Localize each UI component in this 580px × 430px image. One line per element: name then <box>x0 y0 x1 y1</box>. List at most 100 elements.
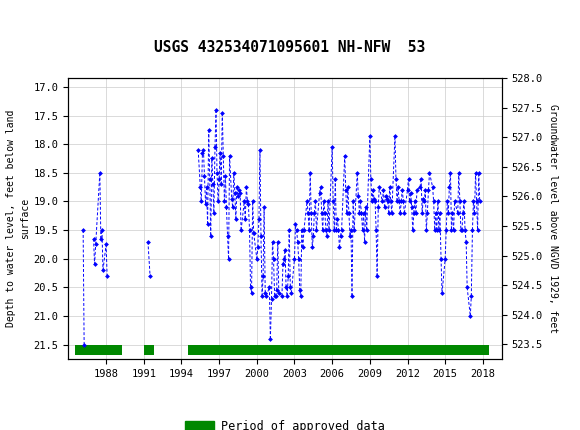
Point <box>454 169 463 176</box>
Point <box>95 169 104 176</box>
Point <box>304 227 314 233</box>
Point <box>350 227 359 233</box>
Point <box>416 175 426 182</box>
Point <box>461 227 470 233</box>
Text: USGS 432534071095601 NH-NFW  53: USGS 432534071095601 NH-NFW 53 <box>154 40 426 55</box>
Point <box>336 232 345 239</box>
Point <box>415 184 425 190</box>
Point <box>223 232 232 239</box>
Point <box>445 184 454 190</box>
Point <box>462 238 471 245</box>
Point <box>280 255 289 262</box>
Point <box>331 175 340 182</box>
Point <box>470 209 479 216</box>
Point <box>212 169 222 176</box>
Point <box>449 227 458 233</box>
Point <box>358 227 367 233</box>
Point <box>91 241 100 248</box>
Point <box>384 209 393 216</box>
Point <box>90 261 99 268</box>
Point <box>213 198 223 205</box>
Point <box>272 287 281 294</box>
Point <box>422 227 431 233</box>
Point <box>296 292 306 299</box>
Point <box>404 175 413 182</box>
Point <box>368 187 378 194</box>
Point <box>221 172 230 179</box>
Point <box>99 267 108 273</box>
Point <box>397 198 406 205</box>
Point <box>234 187 244 194</box>
Point <box>398 198 408 205</box>
Point <box>102 241 111 248</box>
Point <box>211 106 220 113</box>
Point <box>89 235 98 242</box>
Point <box>342 209 351 216</box>
Point <box>290 255 299 262</box>
Point <box>244 201 253 208</box>
Point <box>97 227 107 233</box>
Point <box>322 232 332 239</box>
Point <box>386 198 396 205</box>
Point <box>253 244 263 251</box>
Point <box>267 295 276 302</box>
Point <box>365 132 375 139</box>
Point <box>96 235 106 242</box>
Point <box>347 292 357 299</box>
Point <box>344 209 353 216</box>
Point <box>312 227 321 233</box>
Point <box>379 187 388 194</box>
Point <box>211 144 220 150</box>
Point <box>435 209 444 216</box>
Point <box>222 204 231 211</box>
Point <box>78 227 88 233</box>
Point <box>434 227 444 233</box>
Point <box>206 232 215 239</box>
Point <box>410 198 419 205</box>
Point <box>204 126 213 133</box>
Point <box>337 227 346 233</box>
Text: USGS: USGS <box>28 9 79 27</box>
Point <box>374 204 383 211</box>
Point <box>249 230 258 236</box>
Point <box>437 290 447 297</box>
Point <box>382 195 391 202</box>
Point <box>321 227 331 233</box>
Point <box>199 147 208 154</box>
Point <box>335 244 344 251</box>
Point <box>436 255 445 262</box>
Point <box>441 255 450 262</box>
Point <box>343 184 353 190</box>
Point <box>262 292 271 299</box>
Point <box>208 181 218 188</box>
Point <box>403 187 412 194</box>
Point <box>393 184 403 190</box>
Text: ≡: ≡ <box>5 8 23 28</box>
Point <box>231 215 241 222</box>
Point <box>198 149 207 156</box>
Point <box>233 192 242 199</box>
Point <box>400 209 409 216</box>
Point <box>266 335 275 342</box>
Point <box>233 184 242 190</box>
Point <box>255 147 264 154</box>
Point <box>79 341 89 348</box>
Point <box>194 147 203 154</box>
Point <box>297 227 306 233</box>
Point <box>383 198 392 205</box>
Y-axis label: Depth to water level, feet below land
surface: Depth to water level, feet below land su… <box>6 110 30 327</box>
Point <box>277 292 287 299</box>
Point <box>431 209 440 216</box>
Point <box>475 198 484 205</box>
Point <box>280 247 289 254</box>
Point <box>357 209 366 216</box>
Point <box>367 198 376 205</box>
Point <box>360 238 369 245</box>
Point <box>209 209 219 216</box>
Point <box>306 169 315 176</box>
Point <box>307 209 316 216</box>
Point <box>284 273 293 280</box>
Point <box>311 198 320 205</box>
Point <box>291 221 300 228</box>
Point <box>259 273 268 280</box>
